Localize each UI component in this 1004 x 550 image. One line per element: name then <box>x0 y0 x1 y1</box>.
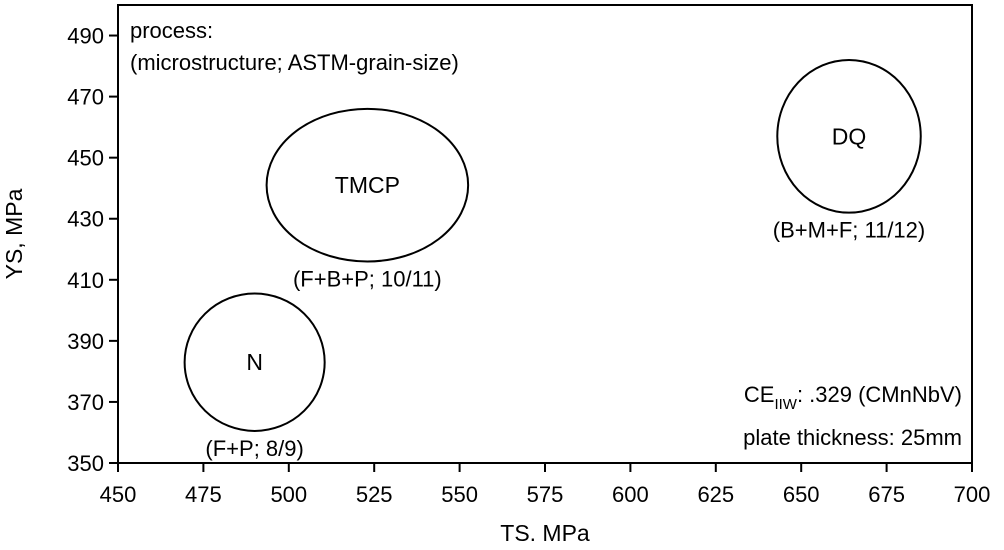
x-tick-label: 500 <box>270 482 307 507</box>
y-tick-label: 470 <box>67 85 104 110</box>
y-tick-label: 390 <box>67 329 104 354</box>
regions: N (F+P; 8/9) TMCP (F+B+P; 10/11) DQ (B+M+F; 1… <box>183 58 925 461</box>
x-axis-ticks: 450 475 500 525 550 575 600 625 650 675 700 <box>100 463 991 507</box>
y-tick-label: 370 <box>67 390 104 415</box>
x-tick-label: 675 <box>868 482 905 507</box>
y-axis-title: YS, MPa <box>1 188 27 279</box>
y-tick-label: 450 <box>67 146 104 171</box>
y-axis-ticks: 350 370 390 410 430 450 470 490 <box>67 24 118 476</box>
region-tmcp-ellipse <box>265 107 470 263</box>
x-tick-label: 650 <box>783 482 820 507</box>
ce-prefix: CE <box>744 382 775 407</box>
x-tick-label: 475 <box>185 482 222 507</box>
y-tick-label: 490 <box>67 24 104 49</box>
x-tick-label: 625 <box>697 482 734 507</box>
x-tick-label: 575 <box>527 482 564 507</box>
ce-subscript: IIW <box>774 396 797 413</box>
x-tick-label: 450 <box>100 482 137 507</box>
x-tick-label: 600 <box>612 482 649 507</box>
ce-annotation: CEIIW: .329 (CMnNbV) <box>744 382 962 413</box>
x-tick-label: 550 <box>441 482 478 507</box>
region-dq-ellipse <box>776 58 922 214</box>
ce-value: : .329 (CMnNbV) <box>797 382 962 407</box>
region-n-annotation: (F+P; 8/9) <box>205 436 303 461</box>
thickness-annotation: plate thickness: 25mm <box>743 425 962 450</box>
region-n-ellipse <box>183 292 326 432</box>
y-tick-label: 410 <box>67 268 104 293</box>
y-tick-label: 350 <box>67 451 104 476</box>
region-tmcp-label: TMCP <box>335 172 400 198</box>
region-dq-annotation: (B+M+F; 11/12) <box>773 218 925 243</box>
x-tick-label: 525 <box>356 482 393 507</box>
legend-note-line-1: process: <box>130 18 213 43</box>
region-tmcp-annotation: (F+B+P; 10/11) <box>293 266 442 291</box>
y-tick-label: 430 <box>67 207 104 232</box>
x-axis-title: TS. MPa <box>500 520 590 546</box>
x-tick-label: 700 <box>954 482 991 507</box>
region-n-label: N <box>246 349 263 375</box>
legend-note-line-2: (microstructure; ASTM-grain-size) <box>130 50 459 75</box>
region-dq-label: DQ <box>832 123 867 149</box>
